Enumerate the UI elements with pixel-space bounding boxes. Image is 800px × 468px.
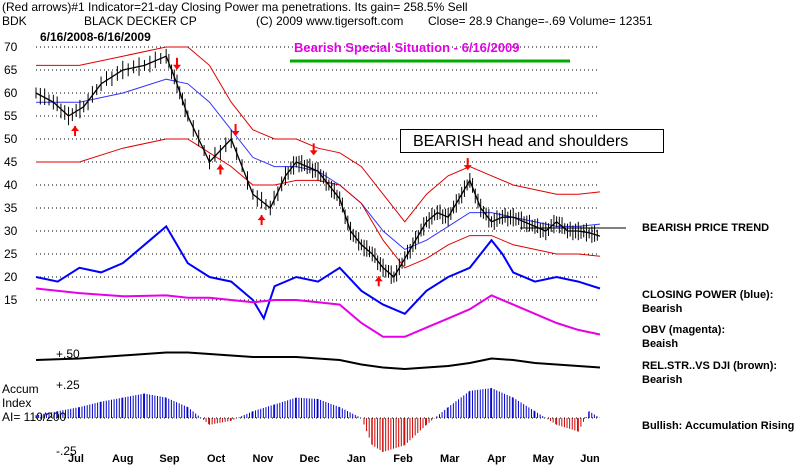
rel-strength-line [35, 351, 601, 371]
ticker: BDK [2, 14, 27, 28]
header-line1: (Red arrows)#1 Indicator=21-day Closing … [2, 0, 468, 14]
close-info: Close= 28.9 Change=-.69 Volume= 12351 [428, 14, 653, 28]
y-tick-label: 25 [4, 247, 18, 261]
copyright: (C) 2009 www.tigersoft.com [256, 14, 404, 28]
upper-band-line [36, 46, 601, 223]
accum-bottom-label: -.25 [56, 444, 77, 458]
sell-arrow-head [231, 131, 240, 137]
y-tick-label: 70 [4, 40, 18, 54]
month-axis: Jul Aug Sep Oct Nov Dec Jan Feb Mar Apr May Jun [68, 453, 600, 465]
cp-title: CLOSING POWER (blue): [642, 289, 774, 301]
accum-note: Bullish: Accumulation Rising [642, 420, 795, 432]
y-tick-label: 50 [4, 132, 18, 146]
y-tick-label: 55 [4, 109, 18, 123]
rs-scale-label: +.50 [56, 347, 80, 361]
y-tick-label: 30 [4, 224, 18, 238]
buy-arrow-head [374, 276, 383, 282]
accum-label-3: AI= 110/200 [2, 410, 67, 424]
x-tick-label: May [533, 453, 555, 465]
x-tick-label: Aug [112, 453, 133, 465]
x-tick-label: Sep [159, 453, 179, 465]
x-tick-label: Oct [207, 453, 226, 465]
accum-label-1: Accum [2, 382, 39, 396]
y-tick-label: 40 [4, 178, 18, 192]
x-tick-label: Jun [580, 453, 600, 465]
sell-arrow-head [173, 64, 181, 70]
accumulation-panel [35, 388, 601, 452]
accum-label-2: Index [2, 396, 32, 410]
sell-arrow-head [463, 165, 472, 171]
price-axis-ticks: 70 65 60 55 50 45 40 35 30 25 20 15 [4, 40, 18, 307]
head-shoulders-label: BEARISH head and shoulders [400, 129, 664, 153]
y-tick-label: 35 [4, 201, 18, 215]
special-situation-label: Bearish Special Situation - 6/16/2009 [294, 40, 520, 55]
date-range: 6/16/2008-6/16/2009 [40, 30, 151, 44]
obv-line [35, 287, 601, 338]
buy-arrow-head [71, 126, 80, 132]
buy-arrow-head [216, 164, 225, 170]
obv-title: OBV (magenta): [642, 324, 726, 336]
x-tick-label: Nov [253, 453, 275, 465]
x-tick-label: Apr [487, 453, 507, 465]
buy-arrow-head [257, 215, 266, 221]
indicator-lines [35, 224, 601, 371]
x-tick-label: Feb [393, 453, 413, 465]
x-tick-label: Mar [440, 453, 460, 465]
y-tick-label: 60 [4, 86, 18, 100]
rs-title: REL.STR..VS DJI (brown): [642, 360, 778, 372]
x-tick-label: Jan [347, 453, 366, 465]
lower-band-line [36, 138, 601, 269]
y-tick-label: 15 [4, 293, 18, 307]
y-tick-label: 65 [4, 63, 18, 77]
rs-value: Bearish [642, 374, 683, 386]
company-name: BLACK DECKER CP [84, 14, 197, 28]
obv-value: Beaish [642, 338, 679, 350]
closing-power-line [35, 224, 601, 321]
cp-value: Bearish [642, 303, 683, 315]
price-series [35, 48, 601, 284]
y-tick-label: 20 [4, 270, 18, 284]
y-tick-label: 45 [4, 155, 18, 169]
x-tick-label: Dec [300, 453, 320, 465]
static-lines [36, 59, 626, 419]
trend-label: BEARISH PRICE TREND [642, 222, 770, 234]
accum-top-label: +.25 [56, 378, 80, 392]
x-tick-label: Jul [68, 453, 84, 465]
signal-arrows [71, 57, 472, 287]
price-bands [36, 46, 601, 269]
sell-arrow-head [309, 150, 318, 156]
